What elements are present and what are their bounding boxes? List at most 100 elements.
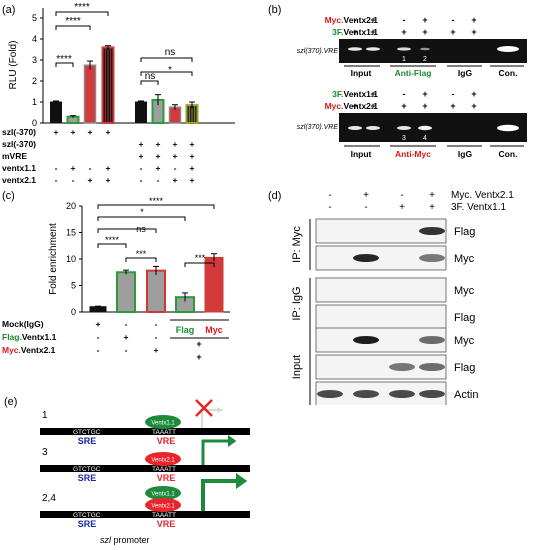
b-top-group-input: Input (351, 68, 372, 78)
panel-b-letter: (b) (268, 4, 282, 16)
panel-d-letter: (d) (268, 190, 282, 202)
b-sign: - (403, 15, 406, 25)
a-row-sign: + (71, 163, 76, 173)
e-vre-label: VRE (157, 436, 176, 446)
d-blot-strip (315, 218, 447, 244)
c-bar (116, 271, 136, 313)
panel-c-letter: (c) (2, 190, 15, 202)
d-header-sign: + (399, 202, 405, 213)
d-blot-strip (315, 304, 447, 330)
panel-b-figure: Myc.Ventx2.1 3F.Ventx1.1 - + - + - ++ + + + + + sz… (297, 15, 527, 159)
a-bar (135, 101, 147, 124)
b-bot-group-con: Con. (499, 149, 518, 159)
a-row-sign: + (190, 175, 195, 185)
e-protein-label: Ventx1.1 (151, 492, 175, 498)
b-top-gel-label: szl(370).VRE (297, 48, 339, 55)
a-row-sign: + (54, 127, 59, 137)
b-sign: - (403, 89, 406, 99)
a-y-label: RLU (Fold) (8, 41, 19, 90)
a-row-sign: + (139, 139, 144, 149)
c-ytick-label: 15 (66, 228, 76, 238)
e-vre-label: VRE (157, 473, 176, 483)
d-header-sign: - (400, 190, 403, 201)
b-sign: + (471, 15, 476, 25)
e-arrowhead (236, 473, 248, 489)
d-section-label: IP: Myc (291, 226, 303, 263)
a-row-sign: - (140, 175, 143, 185)
e-protein-label: Ventx2.1 (151, 504, 175, 510)
c-row-label-rest: Mock(IgG) (2, 319, 44, 329)
b-top-gel (339, 39, 527, 63)
b-bot-group-antimyc: Anti-Myc (395, 149, 431, 159)
b-top-row2-colored: 3F. (332, 27, 343, 37)
d-band-label: Myc (454, 285, 475, 297)
c-row-sign: - (155, 319, 158, 329)
b-top-row2-rest: Ventx1.1 (344, 27, 379, 37)
b-sign: + (422, 15, 427, 25)
a-ytick-label: 3 (32, 55, 37, 65)
a-row-sign: + (88, 175, 93, 185)
e-row-number: 3 (42, 447, 48, 458)
a-row-sign: + (173, 175, 178, 185)
a-bar (50, 101, 62, 124)
e-dna-bar (40, 428, 250, 435)
c-row-sign: + (96, 319, 101, 329)
a-ytick-label: 5 (32, 13, 37, 23)
d-band (389, 390, 415, 398)
e-ventx2-protein (145, 498, 181, 512)
a-ytick-label: 4 (32, 34, 37, 44)
d-header-sign: + (429, 202, 435, 213)
a-row-sign: + (106, 175, 111, 185)
c-sig-4: ns (136, 224, 146, 234)
b-band (418, 125, 432, 131)
a-row-label: ventx1.1 (2, 163, 36, 173)
b-bot-row1-rest: Ventx1.1 (344, 89, 379, 99)
a-ytick-label: 1 (32, 97, 37, 107)
c-row-label-rest: Ventx1.1 (22, 332, 57, 342)
e-ventx1-protein (145, 486, 181, 500)
c-row-sign: + (124, 332, 129, 342)
panel-a-letter: (a) (2, 4, 16, 16)
a-row-sign: + (156, 151, 161, 161)
e-faint-arrowhead (217, 407, 224, 413)
a-sig-5: ns (165, 47, 176, 58)
c-y-label: Fold enrichment (48, 223, 59, 295)
d-band-label: Flag (454, 226, 475, 238)
a-ytick-label: 2 (32, 76, 37, 86)
d-header-sign: - (364, 202, 367, 213)
a-row-sign: + (190, 163, 195, 173)
b-top-row1-rest: Ventx2.1 (344, 15, 379, 25)
c-bar (146, 269, 166, 314)
a-row-sign: - (72, 175, 75, 185)
c-row-label: Mock(IgG) (2, 319, 44, 329)
c-row-sign: - (97, 332, 100, 342)
c-row-sign: + (154, 345, 159, 355)
c-sig-1: **** (105, 235, 120, 245)
c-sig-2: * (140, 207, 144, 217)
d-band (419, 254, 445, 262)
a-row-label: szl(-370) (2, 139, 36, 149)
d-header-sign: - (328, 190, 331, 201)
a-row-sign: + (190, 151, 195, 161)
c-bar (89, 306, 107, 313)
a-sig-3: **** (74, 2, 90, 13)
b-sign: + (370, 101, 375, 111)
a-sig-1: **** (56, 54, 72, 65)
c-ytick-label: 20 (66, 201, 76, 211)
panel-a-chart: 0 1 2 3 4 5 RLU (Fold) **** **** **** ns ns *… (2, 2, 235, 185)
svg-text:Myc.Ventx2.1: Myc.Ventx2.1 (325, 15, 379, 25)
d-section-label: IP: IgG (291, 286, 303, 320)
b-sign: + (422, 27, 427, 37)
d-header-sign: + (429, 190, 435, 201)
e-seq-left: GTCTGC (73, 429, 101, 436)
a-row-sign: + (71, 127, 76, 137)
b-band (348, 126, 362, 130)
e-protein-label: Ventx1.1 (151, 421, 175, 427)
b-bot-lane3: 3 (402, 135, 406, 142)
e-protein-label: Ventx2.1 (151, 458, 175, 464)
d-band-label: Myc (454, 335, 475, 347)
d-header-label: 3F. Ventx1.1 (451, 202, 506, 213)
svg-text:3F.Ventx1.1: 3F.Ventx1.1 (332, 89, 378, 99)
a-row-sign: + (173, 139, 178, 149)
d-band-label: Flag (454, 362, 475, 374)
